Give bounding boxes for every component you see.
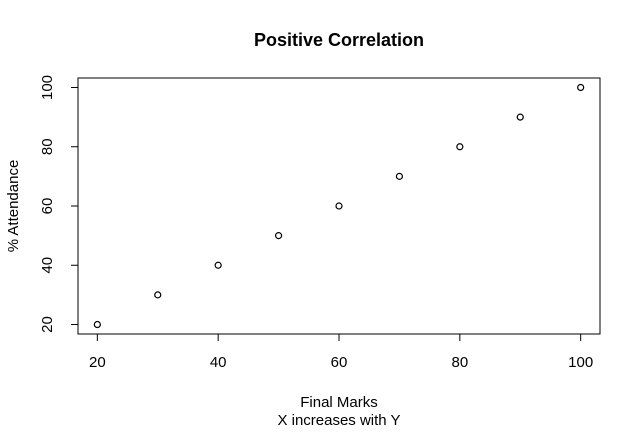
- x-tick-label: 60: [331, 354, 348, 371]
- point: [214, 261, 222, 269]
- y-tick-label: 80: [39, 138, 56, 155]
- y-tick-label: 100: [39, 75, 56, 100]
- chart-subtitle: X increases with Y: [277, 412, 400, 429]
- x-tick-label: 40: [210, 354, 227, 371]
- point: [154, 291, 162, 299]
- y-tick-label: 40: [39, 257, 56, 274]
- point: [274, 232, 283, 240]
- y-tick-label: 60: [39, 198, 56, 215]
- x-tick-label: 80: [451, 354, 468, 371]
- chart-title: Positive Correlation: [254, 30, 424, 50]
- point: [335, 202, 343, 210]
- point: [577, 83, 585, 92]
- x-axis-label: Final Marks: [300, 394, 378, 411]
- point: [456, 143, 464, 151]
- x-tick-label: 100: [568, 354, 593, 371]
- point: [93, 320, 101, 329]
- point: [395, 172, 404, 180]
- y-tick-label: 20: [39, 316, 56, 333]
- x-tick-label: 20: [89, 354, 106, 371]
- y-axis-label: % Attendance: [5, 160, 22, 253]
- point: [516, 113, 524, 121]
